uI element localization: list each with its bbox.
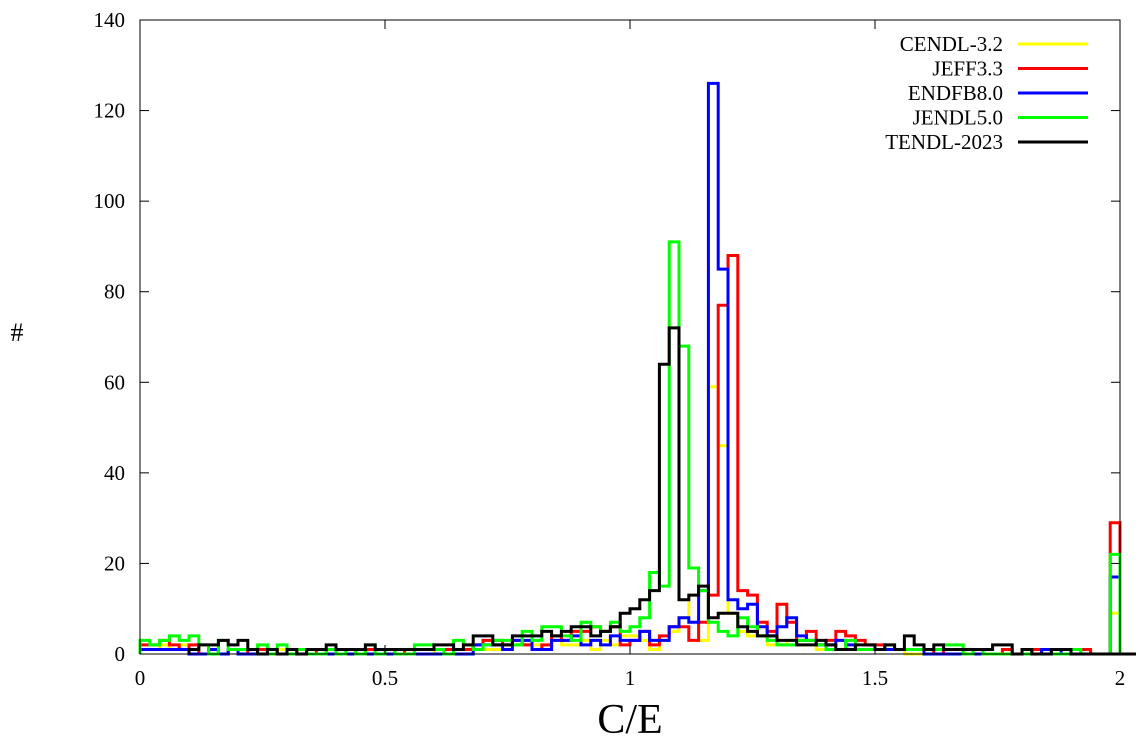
y-tick-label: 20 (104, 551, 125, 575)
x-tick-label: 2 (1115, 666, 1126, 690)
y-axis-label: # (11, 318, 24, 347)
y-tick-label: 40 (104, 461, 125, 485)
x-tick-label: 1.5 (862, 666, 888, 690)
x-tick-label: 0 (135, 666, 146, 690)
legend-label: JEFF3.3 (932, 57, 1003, 81)
y-tick-label: 80 (104, 280, 125, 304)
x-axis-label: C/E (597, 697, 662, 740)
x-tick-label: 1 (625, 666, 636, 690)
x-tick-label: 0.5 (372, 666, 398, 690)
legend-label: TENDL-2023 (885, 130, 1003, 154)
y-tick-label: 100 (94, 189, 126, 213)
legend-label: CENDL-3.2 (900, 32, 1003, 56)
legend: CENDL-3.2JEFF3.3ENDFB8.0JENDL5.0TENDL-20… (885, 32, 1088, 154)
y-tick-label: 140 (94, 8, 126, 32)
y-tick-label: 60 (104, 370, 125, 394)
series-line-tendl-2023 (187, 326, 1136, 656)
y-tick-label: 0 (115, 642, 126, 666)
ticks-layer: 0 20 40 60 80 100 120 140 0 0.5 1 1.5 2 (94, 8, 1126, 690)
legend-label: JENDL5.0 (913, 106, 1003, 130)
y-tick-label: 120 (94, 99, 126, 123)
legend-label: ENDFB8.0 (908, 81, 1003, 105)
